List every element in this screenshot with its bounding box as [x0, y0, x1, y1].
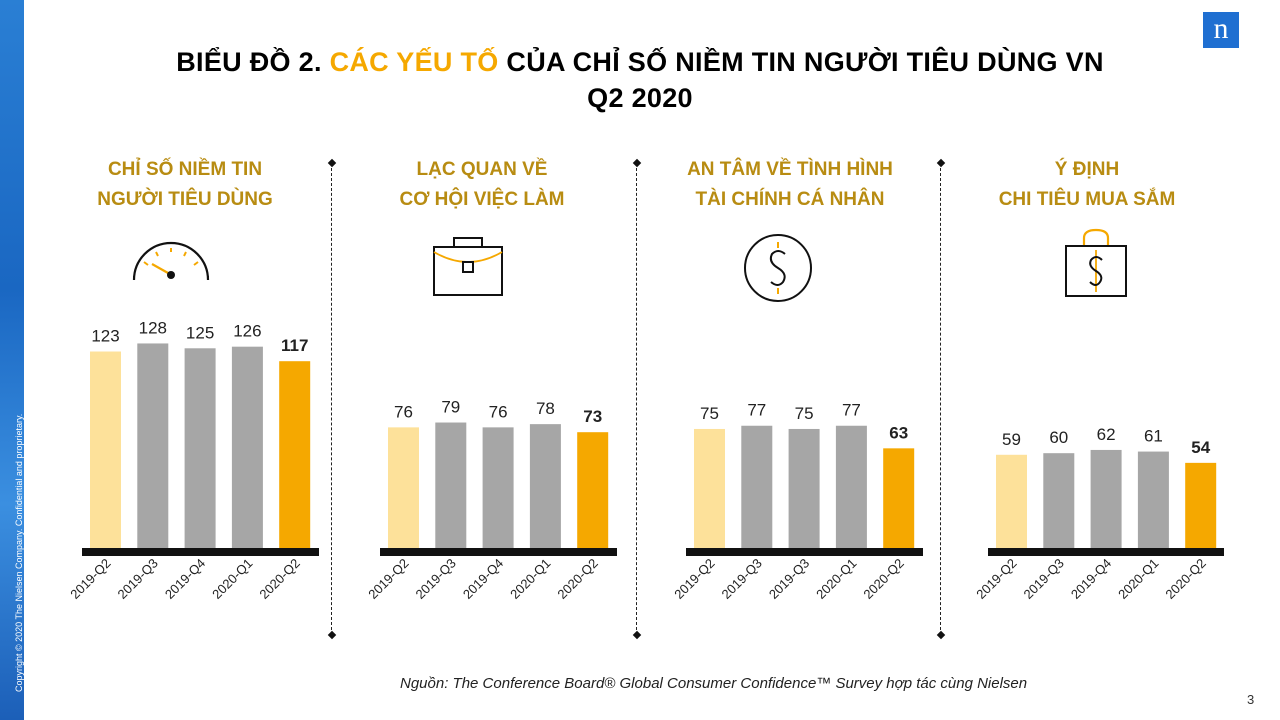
- panel-1-category-label: 2019-Q2: [67, 556, 113, 602]
- panel-4-category-label: 2020-Q2: [1162, 556, 1208, 602]
- panel-2-bar: [388, 427, 419, 550]
- panel-4-bar: [1185, 462, 1217, 550]
- panel-2-data-label: 79: [441, 398, 460, 417]
- panel-title-4: Ý ĐỊNH CHI TIÊU MUA SẮM: [957, 155, 1217, 215]
- page-number: 3: [1247, 692, 1255, 707]
- panel-1-title-line2: NGƯỜI TIÊU DÙNG: [97, 189, 273, 210]
- panel-3-category-label: 2019-Q3: [766, 556, 812, 602]
- panel-2-bar: [482, 427, 514, 550]
- nielsen-logo: n: [1203, 12, 1239, 48]
- panel-2-bar: [577, 432, 609, 550]
- panel-3-title-line1: AN TÂM VỀ TÌNH HÌNH: [687, 159, 893, 180]
- panel-3-category-label: 2019-Q2: [671, 556, 717, 602]
- panel-2-category-label: 2019-Q4: [460, 556, 506, 602]
- panel-2-category-label: 2019-Q3: [413, 556, 459, 602]
- panel-3-category-label: 2019-Q3: [719, 556, 765, 602]
- panel-3-category-label: 2020-Q2: [860, 556, 906, 602]
- panel-1-title-line1: CHỈ SỐ NIỀM TIN: [107, 159, 263, 180]
- panel-3-data-label: 77: [747, 401, 766, 420]
- panel-4-bar: [1043, 453, 1075, 550]
- panel-1-data-label: 128: [139, 318, 167, 337]
- left-color-strip: [0, 0, 24, 720]
- panel-1-bar: [184, 348, 216, 550]
- panel-2-data-label: 73: [583, 407, 602, 426]
- panel-2-title-line1: LẠC QUAN VỀ: [416, 159, 548, 180]
- panel-1-bar: [90, 351, 121, 550]
- source-note: Nguồn: The Conference Board® Global Cons…: [400, 675, 1028, 692]
- panel-2-bar: [435, 422, 467, 550]
- panel-1-category-label: 2019-Q4: [162, 556, 208, 602]
- panel-1-data-label: 125: [186, 323, 214, 342]
- panel-1-baseline: [82, 548, 319, 556]
- panel-3-data-label: 77: [842, 401, 861, 420]
- title-part2: CỦA CHỈ SỐ NIỀM TIN NGƯỜI TIÊU DÙNG VN: [506, 47, 1104, 77]
- divider-1: [331, 163, 332, 635]
- panel-1-category-label: 2020-Q1: [209, 556, 255, 602]
- panel-2-baseline: [380, 548, 617, 556]
- panel-3-bar: [835, 425, 867, 550]
- title-line2: Q2 2020: [587, 83, 693, 113]
- panel-title-3: AN TÂM VỀ TÌNH HÌNH TÀI CHÍNH CÁ NHÂN: [660, 155, 920, 215]
- title-part1: BIỂU ĐỒ 2.: [176, 47, 322, 77]
- panel-4-category-label: 2019-Q2: [973, 556, 1019, 602]
- panel-3-bar: [741, 425, 773, 550]
- panel-1-bar: [279, 361, 311, 550]
- panel-3-data-label: 75: [700, 404, 719, 423]
- panel-3-category-label: 2020-Q1: [813, 556, 859, 602]
- panel-4-bar: [1090, 449, 1122, 550]
- panel-title-2: LẠC QUAN VỀ CƠ HỘI VIỆC LÀM: [352, 155, 612, 215]
- panel-4-data-label: 60: [1049, 428, 1068, 447]
- panel-4-data-label: 59: [1002, 430, 1021, 449]
- panel-4-bar: [996, 454, 1027, 550]
- panel-3-bar: [694, 428, 725, 550]
- panel-4-category-label: 2019-Q4: [1068, 556, 1114, 602]
- panel-4-title-line2: CHI TIÊU MUA SẮM: [998, 189, 1176, 210]
- page-title: BIỂU ĐỒ 2. CÁC YẾU TỐ CỦA CHỈ SỐ NIỀM TI…: [60, 44, 1220, 116]
- panel-title-1: CHỈ SỐ NIỀM TIN NGƯỜI TIÊU DÙNG: [55, 155, 315, 215]
- dollar-coin-icon: [744, 234, 812, 302]
- panel-4-data-label: 54: [1191, 438, 1210, 457]
- shopping-bag-icon: [1065, 228, 1127, 297]
- panel-2-data-label: 76: [394, 402, 413, 421]
- panel-1-bar: [231, 346, 263, 550]
- panel-2-category-label: 2020-Q2: [554, 556, 600, 602]
- panel-4-data-label: 62: [1097, 425, 1116, 444]
- gauge-icon: [132, 241, 210, 281]
- panel-4-category-label: 2020-Q1: [1115, 556, 1161, 602]
- divider-3: [940, 163, 941, 635]
- title-highlight: CÁC YẾU TỐ: [329, 47, 499, 77]
- panel-1-bar: [137, 343, 169, 550]
- panel-2-title-line2: CƠ HỘI VIỆC LÀM: [399, 189, 565, 210]
- panel-2-category-label: 2019-Q2: [365, 556, 411, 602]
- panel-2-data-label: 78: [536, 399, 555, 418]
- panel-3-data-label: 63: [889, 423, 908, 442]
- panel-1-category-label: 2019-Q3: [115, 556, 161, 602]
- divider-2: [636, 163, 637, 635]
- panel-3-bar: [788, 428, 820, 550]
- panel-4-title-line1: Ý ĐỊNH: [1054, 159, 1120, 180]
- panel-4-category-label: 2019-Q3: [1021, 556, 1067, 602]
- briefcase-icon: [433, 237, 503, 296]
- panel-4-bar: [1137, 451, 1169, 550]
- panel-4-data-label: 61: [1144, 427, 1163, 446]
- panel-3-bar: [883, 448, 915, 550]
- panel-3-data-label: 75: [795, 404, 814, 423]
- panel-1-data-label: 123: [91, 327, 119, 346]
- panel-2-data-label: 76: [489, 402, 508, 421]
- panel-1-data-label: 117: [281, 336, 308, 355]
- panel-1-category-label: 2020-Q2: [256, 556, 302, 602]
- panel-1-data-label: 126: [233, 322, 261, 341]
- panel-3-title-line2: TÀI CHÍNH CÁ NHÂN: [695, 189, 885, 210]
- panel-2-category-label: 2020-Q1: [507, 556, 553, 602]
- panel-2-bar: [529, 424, 561, 550]
- panel-3-baseline: [686, 548, 923, 556]
- panel-4-baseline: [988, 548, 1224, 556]
